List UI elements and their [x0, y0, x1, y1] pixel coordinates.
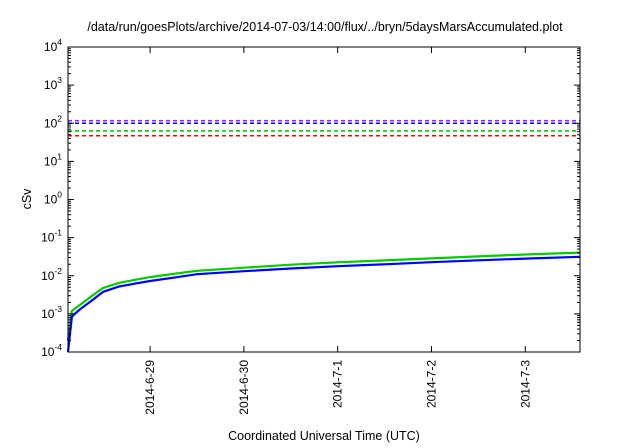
y-tick-label: 101: [44, 151, 62, 168]
y-tick-label: 104: [44, 37, 62, 54]
x-axis-label: Coordinated Universal Time (UTC): [228, 429, 420, 443]
y-tick-label: 10-2: [41, 266, 62, 283]
x-tick-label: 2014-6-30: [237, 360, 251, 415]
x-axis: 2014-6-29 2014-6-30 2014-7-1 2014-7-2 2014-7…: [143, 47, 532, 415]
threshold-lines: [68, 119, 580, 137]
x-tick-label: 2014-6-29: [143, 360, 157, 415]
series-line: [66, 251, 581, 341]
y-tick-label: 10-4: [41, 342, 62, 359]
x-tick-label: 2014-7-1: [331, 360, 345, 408]
y-tick-label: 102: [44, 113, 62, 130]
y-tick-label: 10-1: [41, 228, 62, 245]
y-tick-label: 103: [44, 75, 62, 92]
series-line: [66, 255, 581, 353]
y-tick-label: 100: [44, 190, 62, 207]
x-tick-label: 2014-7-2: [424, 360, 438, 408]
y-axis-label: cSv: [20, 188, 34, 210]
y-tick-label: 10-3: [41, 304, 62, 321]
y-axis: 10-4 10-3 10-2 10-1 100 101 102 103 104: [41, 37, 580, 359]
chart-title: /data/run/goesPlots/archive/2014-07-03/1…: [87, 20, 563, 34]
data-series: [66, 251, 581, 353]
x-tick-label: 2014-7-3: [518, 360, 532, 408]
